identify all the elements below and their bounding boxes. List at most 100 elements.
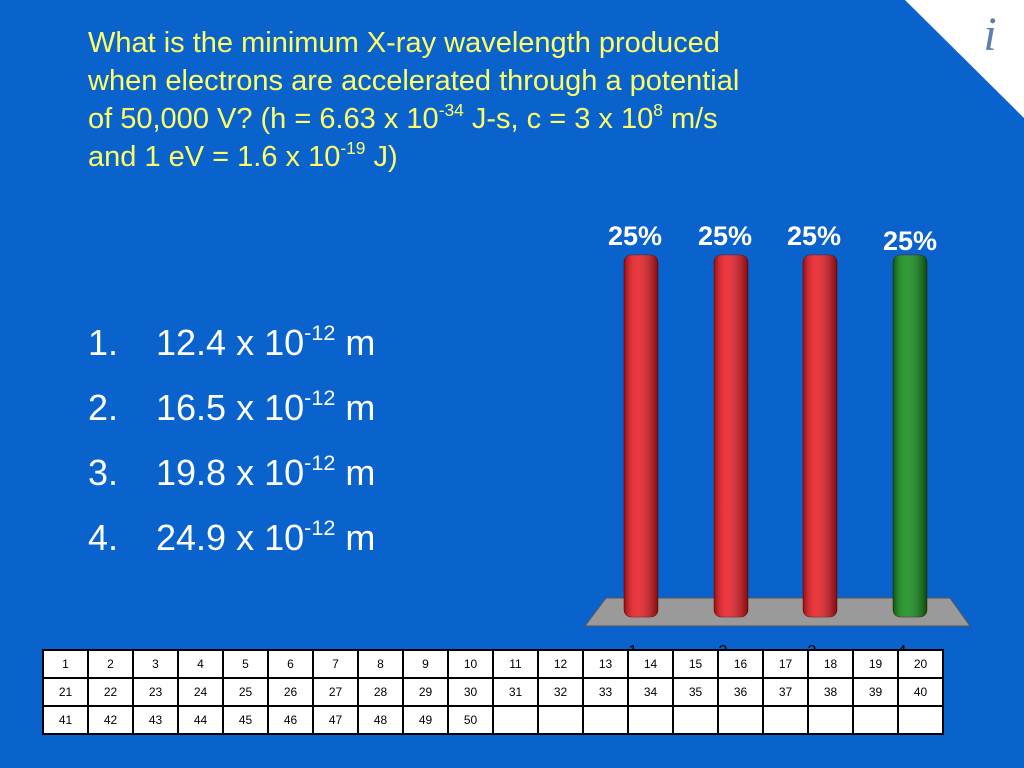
grid-row: 41 42 43 44 45 46 47 48 49 50	[42, 705, 944, 735]
grid-cell: 43	[132, 705, 179, 735]
option-unit: m	[335, 387, 376, 428]
grid-cell: 15	[672, 649, 719, 679]
question: What is the minimum X-ray wavelength pro…	[88, 24, 739, 176]
grid-cell: 9	[402, 649, 449, 679]
grid-cell: 6	[267, 649, 314, 679]
grid-cell: 29	[402, 677, 449, 707]
question-text: and 1 eV = 1.6 x 10	[88, 141, 341, 173]
question-text: when electrons are accelerated through a…	[88, 65, 740, 97]
option: 1. 12.4 x 10-12 m	[88, 322, 375, 387]
grid-cell: 36	[717, 677, 764, 707]
grid-cell: 16	[717, 649, 764, 679]
grid-cell: 26	[267, 677, 314, 707]
grid-cell: 46	[267, 705, 314, 735]
grid-cell: 3	[132, 649, 179, 679]
grid-cell: 17	[762, 649, 809, 679]
option-text: 24.9 x 10	[156, 517, 305, 558]
superscript: -12	[304, 319, 336, 345]
option: 3. 19.8 x 10-12 m	[88, 452, 375, 517]
grid-cell: 14	[627, 649, 674, 679]
superscript: -12	[304, 449, 336, 475]
grid-cell: 23	[132, 677, 179, 707]
grid-cell: 44	[177, 705, 224, 735]
question-text: J-s, c = 3 x 10	[463, 103, 654, 135]
value-label: 25%	[883, 226, 937, 256]
grid-cell: 20	[897, 649, 944, 679]
response-grid: 1 2 3 4 5 6 7 8 9 10 11 12 13 14 15 16 17 18 19 20 21 22 23 24 2…	[42, 649, 944, 735]
grid-cell: 27	[312, 677, 359, 707]
question-text: What is the minimum X-ray wavelength pro…	[88, 27, 720, 59]
grid-cell: 21	[42, 677, 89, 707]
grid-cell	[492, 705, 539, 735]
option-unit: m	[335, 517, 376, 558]
bar-shade	[714, 255, 748, 617]
option-unit: m	[335, 452, 376, 493]
grid-cell: 41	[42, 705, 89, 735]
question-line: What is the minimum X-ray wavelength pro…	[88, 24, 739, 62]
option-text: 12.4 x 10	[156, 322, 305, 363]
grid-cell: 11	[492, 649, 539, 679]
grid-cell	[582, 705, 629, 735]
grid-cell: 47	[312, 705, 359, 735]
grid-cell	[762, 705, 809, 735]
grid-cell: 38	[807, 677, 854, 707]
option: 4. 24.9 x 10-12 m	[88, 517, 375, 582]
option-number: 2.	[88, 387, 119, 428]
question-text: of 50,000 V? (h = 6.63 x 10	[88, 103, 439, 135]
option-unit: m	[335, 322, 376, 363]
superscript: -12	[304, 514, 336, 540]
question-line: and 1 eV = 1.6 x 10-19 J)	[88, 138, 739, 176]
grid-cell: 42	[87, 705, 134, 735]
grid-cell: 40	[897, 677, 944, 707]
grid-cell: 31	[492, 677, 539, 707]
value-label: 25%	[608, 221, 662, 251]
corner	[905, 0, 1024, 118]
grid-cell: 32	[537, 677, 584, 707]
grid-cell: 37	[762, 677, 809, 707]
superscript: -12	[304, 384, 336, 410]
grid-cell: 24	[177, 677, 224, 707]
grid-cell	[717, 705, 764, 735]
option-number: 1.	[88, 322, 119, 363]
grid-cell: 2	[87, 649, 134, 679]
grid-cell: 4	[177, 649, 224, 679]
question-line: when electrons are accelerated through a…	[88, 62, 739, 100]
grid-cell	[852, 705, 899, 735]
logo: i	[983, 8, 996, 61]
question-text: J)	[365, 141, 398, 173]
grid-cell: 25	[222, 677, 269, 707]
grid-cell: 39	[852, 677, 899, 707]
grid-cell: 28	[357, 677, 404, 707]
grid-cell: 12	[537, 649, 584, 679]
option: 2. 16.5 x 10-12 m	[88, 387, 375, 452]
grid-cell: 22	[87, 677, 134, 707]
grid-cell	[807, 705, 854, 735]
option-number: 3.	[88, 452, 119, 493]
question-line: of 50,000 V? (h = 6.63 x 10-34 J-s, c = …	[88, 100, 739, 138]
superscript: 8	[653, 99, 663, 120]
grid-cell: 18	[807, 649, 854, 679]
grid-cell: 34	[627, 677, 674, 707]
value-label: 25%	[698, 221, 752, 251]
grid-cell	[672, 705, 719, 735]
grid-cell	[627, 705, 674, 735]
grid-row: 21 22 23 24 25 26 27 28 29 30 31 32 33 34 35 36 37 38 39 40	[42, 677, 944, 707]
bar-shade	[893, 255, 927, 617]
grid-row: 1 2 3 4 5 6 7 8 9 10 11 12 13 14 15 16 17 18 19 20	[42, 649, 944, 679]
options: 1. 12.4 x 10-12 m 2. 16.5 x 10-12 m 3. 19.8 x…	[88, 322, 375, 582]
grid-cell	[897, 705, 944, 735]
grid-cell: 50	[447, 705, 494, 735]
grid-cell: 10	[447, 649, 494, 679]
question-text: m/s	[662, 103, 718, 135]
bar-shade	[803, 255, 837, 617]
grid-cell: 33	[582, 677, 629, 707]
value-label: 25%	[787, 221, 841, 251]
grid-cell: 8	[357, 649, 404, 679]
option-text: 19.8 x 10	[156, 452, 305, 493]
grid-cell: 5	[222, 649, 269, 679]
grid-cell: 7	[312, 649, 359, 679]
grid-cell: 48	[357, 705, 404, 735]
superscript: -34	[438, 99, 464, 120]
